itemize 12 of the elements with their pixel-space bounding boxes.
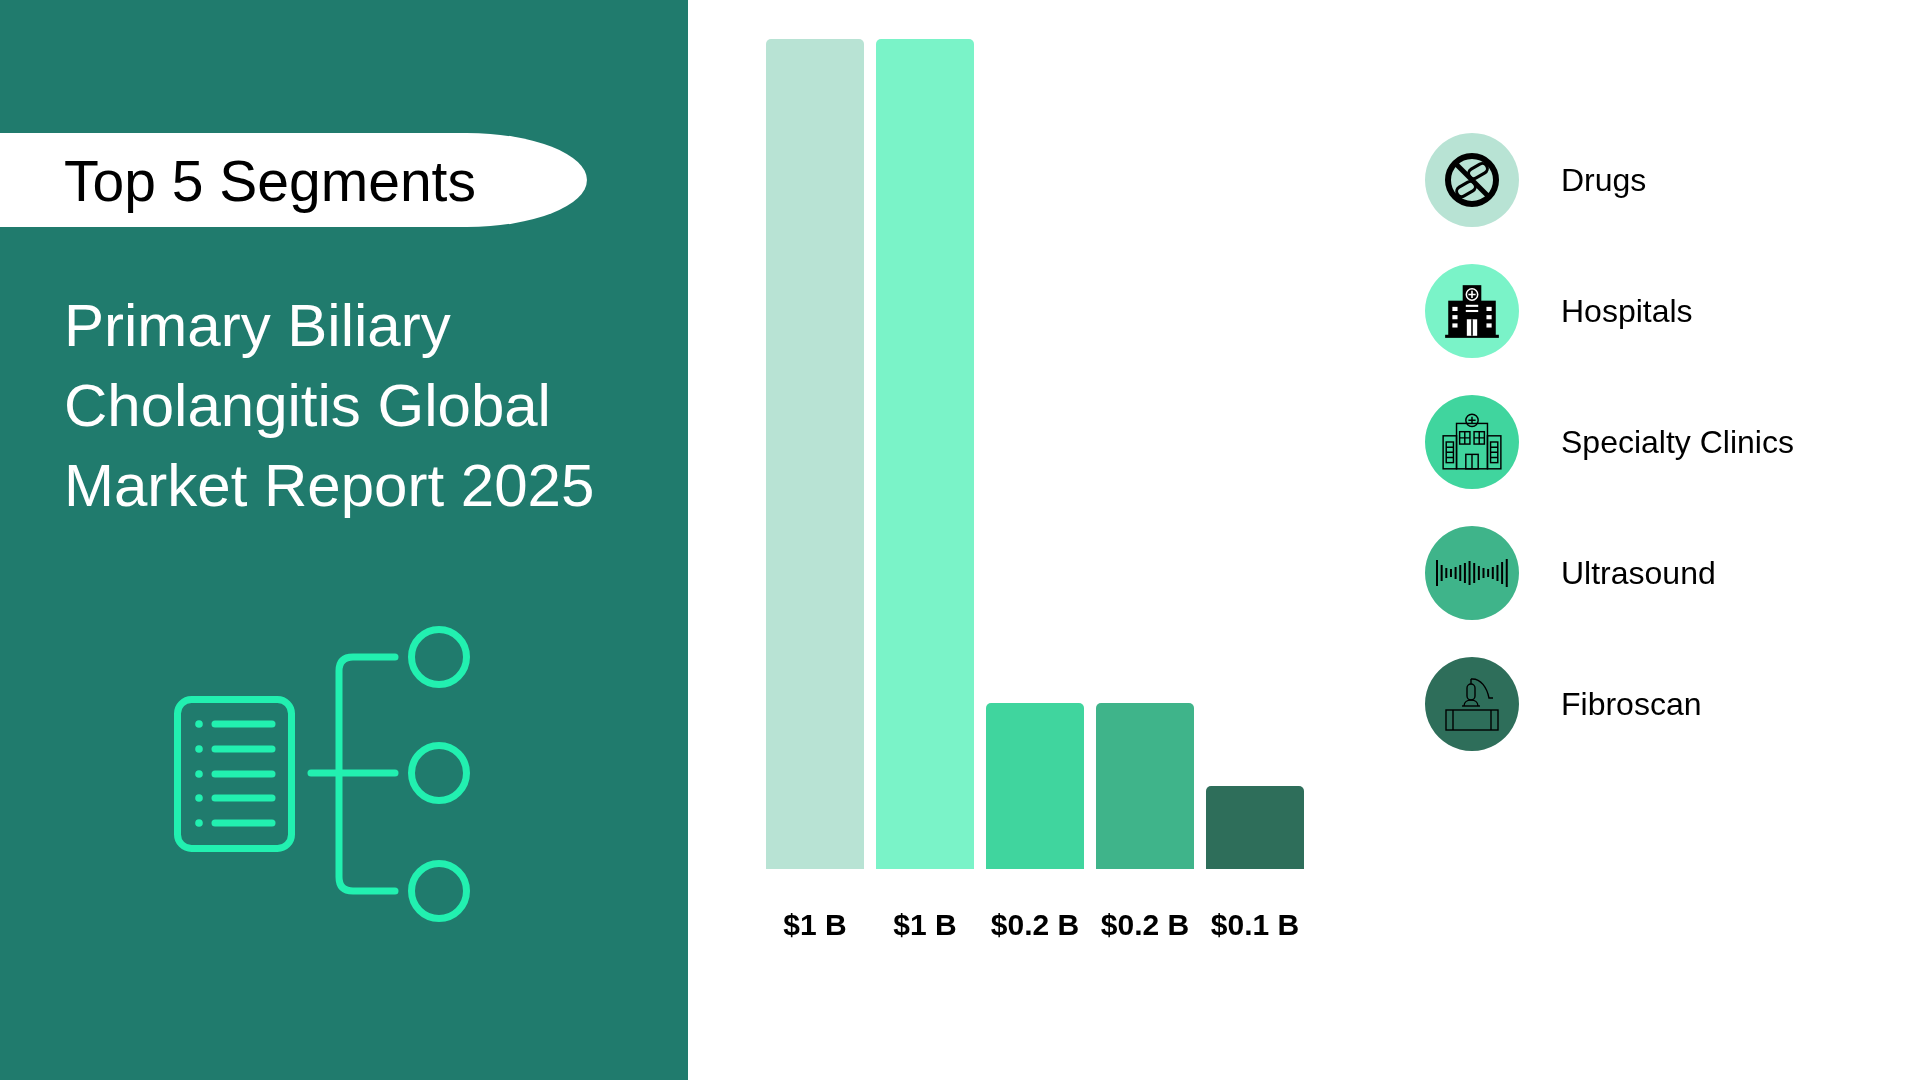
text: Hospitals: [1561, 293, 1693, 329]
text: Ultrasound: [1561, 555, 1716, 591]
text: Drugs: [1561, 162, 1647, 198]
text: Specialty Clinics: [1561, 424, 1794, 460]
text: Fibroscan: [1561, 686, 1702, 722]
data-label: $1 B: [783, 907, 847, 941]
data-label: $1 B: [893, 907, 957, 941]
data-label: $0.2 B: [1100, 907, 1190, 941]
text: Primary Biliary Cholangitis Global Market Report 2025: [64, 291, 596, 521]
data-label: $0.1 B: [1210, 907, 1300, 941]
data-label: $0.2 B: [990, 907, 1080, 941]
text: Top 5 Segments: [64, 148, 476, 214]
